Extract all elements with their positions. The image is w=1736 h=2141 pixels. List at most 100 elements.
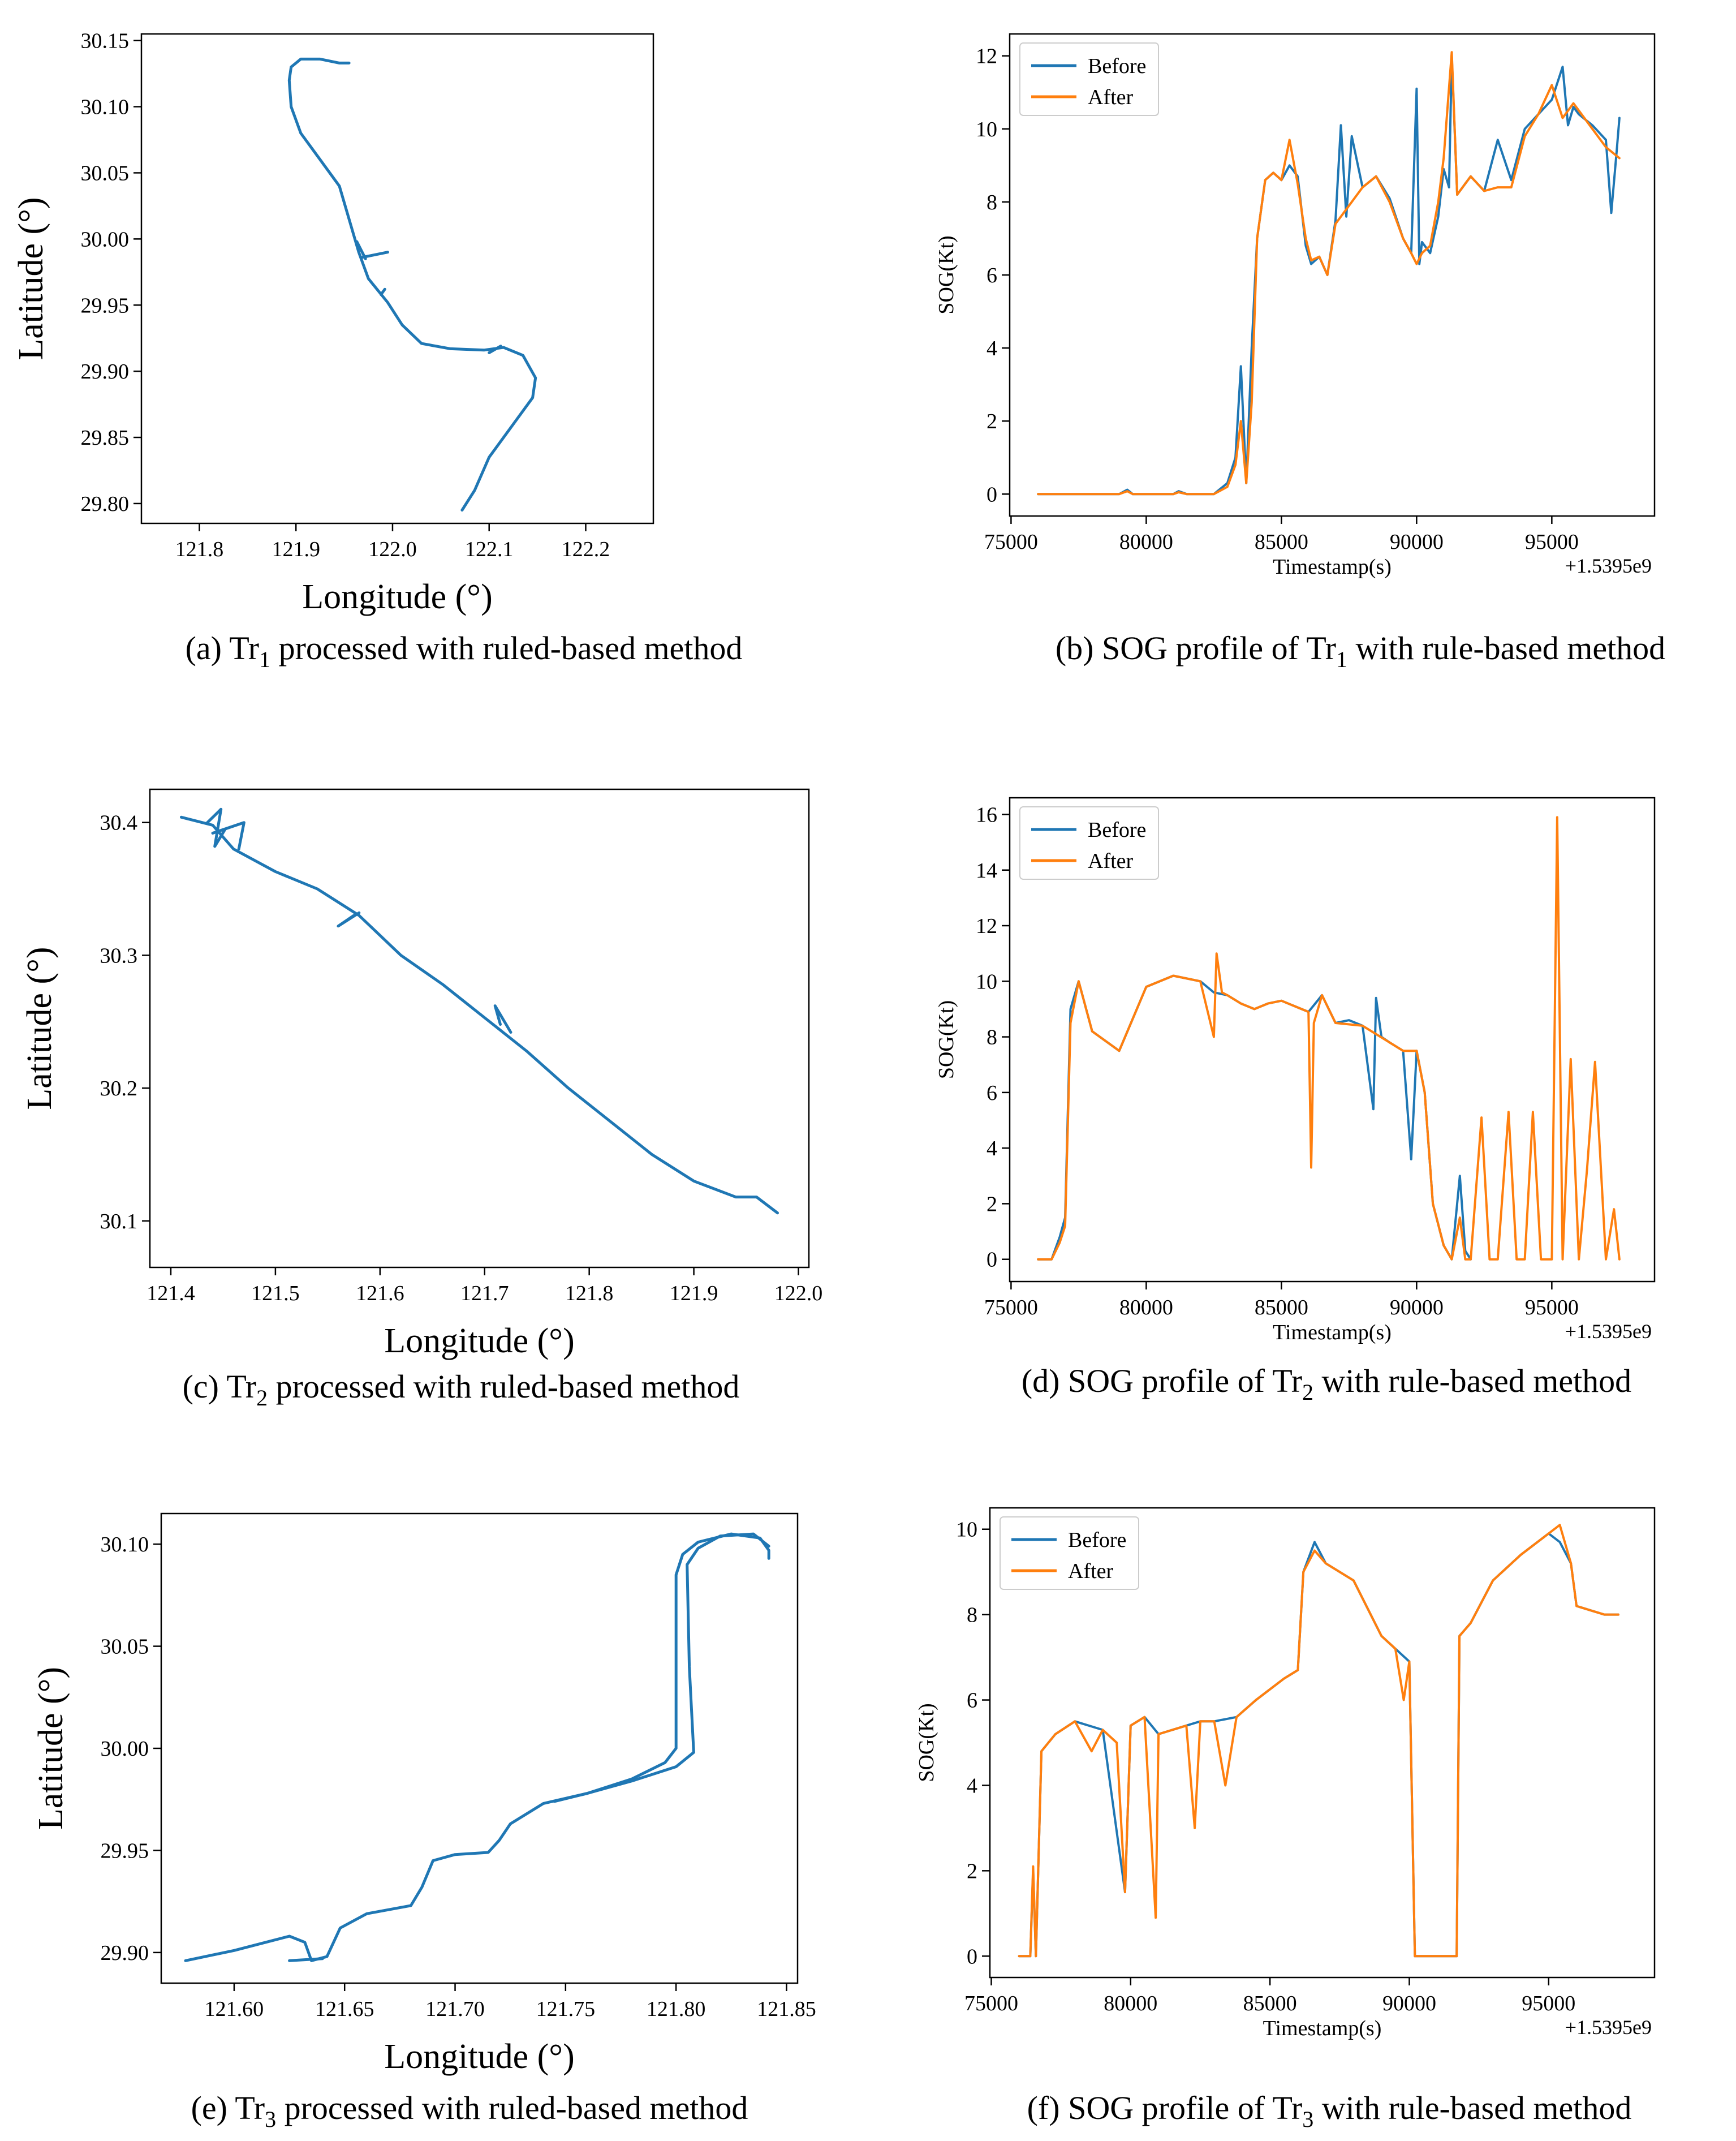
x-offset-text: +1.5395e9 bbox=[1565, 1320, 1652, 1343]
x-axis-label: Longitude (°) bbox=[384, 1322, 574, 1360]
x-tick-label: 90000 bbox=[1382, 1992, 1436, 2015]
caption-prefix: (d) SOG profile of Tr bbox=[1022, 1362, 1302, 1399]
y-axis-label: SOG(Kt) bbox=[915, 1703, 938, 1782]
y-tick-label: 30.00 bbox=[81, 227, 130, 251]
legend-label-before: Before bbox=[1088, 818, 1146, 842]
x-axis-label: Longitude (°) bbox=[384, 2037, 574, 2076]
y-tick-label: 2 bbox=[987, 1192, 997, 1216]
plot-area bbox=[184, 1532, 770, 1962]
caption-subscript: 1 bbox=[259, 647, 270, 672]
y-tick-label: 12 bbox=[976, 914, 997, 938]
y-tick-label: 29.85 bbox=[81, 426, 130, 450]
x-tick-label: 85000 bbox=[1255, 530, 1308, 554]
panel-caption: (a) Tr1 processed with ruled-based metho… bbox=[186, 630, 743, 672]
caption-subscript: 3 bbox=[265, 2106, 276, 2132]
y-axis-label: Latitude (°) bbox=[12, 197, 50, 360]
y-tick-label: 30.3 bbox=[100, 944, 138, 968]
plot-area bbox=[1018, 1524, 1619, 1958]
y-tick-label: 6 bbox=[987, 1081, 997, 1105]
x-tick-label: 122.0 bbox=[368, 538, 417, 561]
caption-suffix: processed with ruled-based method bbox=[276, 2090, 748, 2126]
axes-frame bbox=[989, 1507, 1656, 1979]
y-tick-label: 14 bbox=[976, 859, 997, 883]
x-tick-label: 121.8 bbox=[565, 1282, 614, 1305]
trajectory-spur-2 bbox=[337, 911, 361, 928]
plot-area bbox=[1037, 816, 1621, 1261]
x-tick-label: 90000 bbox=[1390, 1296, 1444, 1319]
y-tick-label: 30.10 bbox=[81, 96, 130, 119]
caption-suffix: with rule-based method bbox=[1313, 2090, 1631, 2126]
caption-prefix: (c) Tr bbox=[183, 1368, 257, 1405]
x-tick-label: 75000 bbox=[964, 1992, 1018, 2015]
y-tick-label: 10 bbox=[976, 970, 997, 994]
legend-label-after: After bbox=[1088, 85, 1134, 109]
series-line-return bbox=[553, 1532, 770, 1803]
y-tick-label: 29.95 bbox=[81, 294, 130, 317]
x-axis-label: Timestamp(s) bbox=[1263, 2017, 1382, 2040]
y-tick-label: 4 bbox=[987, 337, 997, 360]
y-axis-label: SOG(Kt) bbox=[934, 1000, 958, 1079]
trajectory-spur-1 bbox=[211, 821, 245, 851]
y-tick-label: 0 bbox=[987, 1248, 997, 1272]
y-axis-label: Latitude (°) bbox=[32, 1667, 70, 1830]
panel-caption: (e) Tr3 processed with ruled-based metho… bbox=[191, 2090, 748, 2132]
legend: Before After bbox=[1000, 1516, 1139, 1590]
series-line-after bbox=[1037, 816, 1621, 1261]
x-tick-label: 95000 bbox=[1525, 1296, 1579, 1319]
y-tick-label: 30.15 bbox=[81, 29, 130, 53]
caption-prefix: (f) SOG profile of Tr bbox=[1027, 2090, 1303, 2126]
legend-label-after: After bbox=[1068, 1559, 1114, 1583]
y-tick-label: 0 bbox=[967, 1945, 977, 1968]
y-tick-label: 10 bbox=[956, 1518, 977, 1542]
x-tick-label: 121.4 bbox=[147, 1282, 195, 1305]
y-tick-label: 29.90 bbox=[81, 360, 130, 384]
panel-caption: (b) SOG profile of Tr1 with rule-based m… bbox=[1056, 630, 1665, 672]
plot-area bbox=[180, 807, 779, 1215]
y-axis-label: SOG(Kt) bbox=[934, 235, 958, 314]
caption-suffix: with rule-based method bbox=[1313, 1362, 1631, 1399]
x-tick-label: 121.70 bbox=[425, 1997, 485, 2021]
y-tick-label: 8 bbox=[987, 1026, 997, 1050]
trajectory-spur-1 bbox=[355, 240, 367, 260]
y-tick-label: 29.80 bbox=[81, 492, 130, 516]
y-tick-label: 0 bbox=[987, 483, 997, 506]
trajectory-spur-0 bbox=[206, 807, 227, 848]
panel-a: 121.8 121.9 122.0 122.1 122.2 29.80 29.85 29.90… bbox=[12, 29, 742, 672]
panel-b: 75000 80000 85000 90000 95000 0 2 4 6 8 10 12 Timest… bbox=[934, 33, 1665, 672]
x-tick-label: 121.75 bbox=[536, 1997, 596, 2021]
y-tick-label: 30.00 bbox=[101, 1737, 149, 1761]
x-axis-label: Timestamp(s) bbox=[1273, 555, 1392, 579]
series-line-outbound bbox=[184, 1532, 770, 1962]
legend: Before After bbox=[1019, 806, 1159, 880]
x-axis-label: Longitude (°) bbox=[302, 578, 492, 616]
y-tick-label: 8 bbox=[967, 1603, 977, 1627]
y-tick-label: 30.10 bbox=[101, 1533, 149, 1557]
x-tick-label: 80000 bbox=[1104, 1992, 1157, 2015]
y-tick-label: 30.05 bbox=[81, 161, 130, 185]
y-tick-label: 2 bbox=[987, 410, 997, 433]
caption-suffix: with rule-based method bbox=[1347, 630, 1665, 667]
x-tick-label: 121.8 bbox=[175, 538, 224, 561]
caption-subscript: 1 bbox=[1336, 647, 1347, 672]
axes-frame bbox=[140, 33, 654, 524]
y-tick-label: 6 bbox=[987, 264, 997, 287]
x-tick-label: 121.65 bbox=[315, 1997, 374, 2021]
panel-caption: (d) SOG profile of Tr2 with rule-based m… bbox=[1022, 1362, 1631, 1405]
x-tick-label: 121.9 bbox=[670, 1282, 718, 1305]
series-line-after bbox=[1018, 1524, 1619, 1958]
y-tick-label: 30.1 bbox=[100, 1210, 138, 1233]
x-tick-label: 95000 bbox=[1522, 1992, 1575, 2015]
panel-caption: (f) SOG profile of Tr3 with rule-based m… bbox=[1027, 2090, 1632, 2132]
y-tick-label: 4 bbox=[967, 1774, 977, 1798]
legend-label-after: After bbox=[1088, 849, 1134, 873]
x-tick-label: 121.5 bbox=[251, 1282, 300, 1305]
caption-prefix: (a) Tr bbox=[186, 630, 260, 667]
y-tick-label: 2 bbox=[967, 1859, 977, 1883]
caption-prefix: (b) SOG profile of Tr bbox=[1056, 630, 1336, 667]
x-tick-label: 121.6 bbox=[356, 1282, 404, 1305]
x-offset-text: +1.5395e9 bbox=[1565, 554, 1652, 577]
y-tick-label: 12 bbox=[976, 45, 997, 68]
caption-subscript: 2 bbox=[1302, 1379, 1313, 1405]
y-tick-label: 29.95 bbox=[101, 1839, 149, 1863]
plot-area bbox=[1037, 51, 1621, 496]
